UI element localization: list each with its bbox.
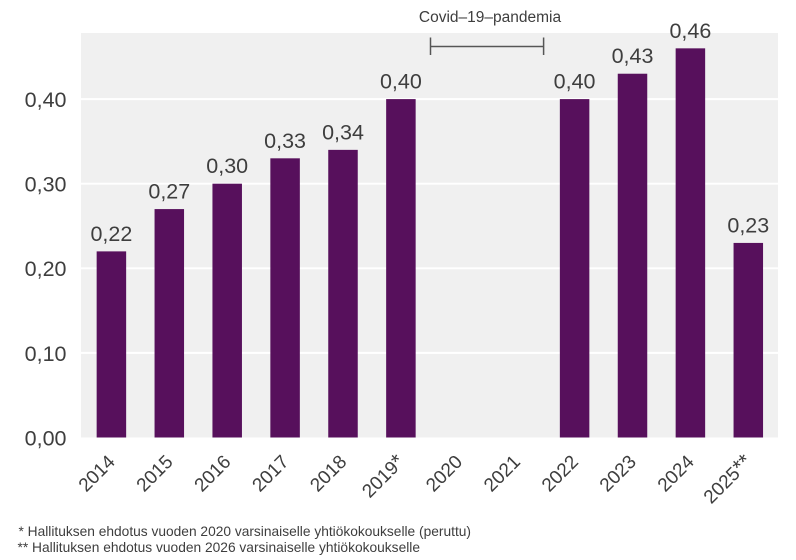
svg-text:2014: 2014 <box>75 451 120 496</box>
svg-text:0,40: 0,40 <box>25 88 67 112</box>
svg-text:Covid–19–pandemia: Covid–19–pandemia <box>419 9 562 26</box>
svg-text:0,34: 0,34 <box>322 120 364 144</box>
svg-text:* Hallituksen ehdotus vuoden 2: * Hallituksen ehdotus vuoden 2020 varsin… <box>19 523 472 539</box>
svg-text:0,30: 0,30 <box>25 173 67 197</box>
svg-text:2025**: 2025** <box>698 449 757 508</box>
svg-text:0,33: 0,33 <box>264 129 306 153</box>
svg-text:0,27: 0,27 <box>148 180 190 204</box>
svg-text:2021: 2021 <box>480 452 525 497</box>
svg-text:0,22: 0,22 <box>90 222 132 246</box>
svg-text:2018: 2018 <box>306 452 351 497</box>
svg-text:0,40: 0,40 <box>380 70 422 94</box>
svg-text:0,30: 0,30 <box>206 154 248 178</box>
svg-text:0,43: 0,43 <box>612 44 654 68</box>
svg-text:0,00: 0,00 <box>25 426 67 450</box>
svg-text:2019*: 2019* <box>356 449 409 502</box>
svg-text:2016: 2016 <box>191 452 236 497</box>
svg-text:2022: 2022 <box>538 452 583 497</box>
svg-text:2017: 2017 <box>249 452 294 497</box>
svg-text:0,20: 0,20 <box>25 257 67 281</box>
svg-text:0,40: 0,40 <box>554 70 596 94</box>
svg-text:2020: 2020 <box>422 452 467 497</box>
svg-text:0,23: 0,23 <box>727 213 769 237</box>
svg-text:0,46: 0,46 <box>669 19 711 43</box>
svg-text:2024: 2024 <box>654 451 699 496</box>
svg-text:0,10: 0,10 <box>25 342 67 366</box>
svg-text:2015: 2015 <box>133 452 178 497</box>
svg-text:** Hallituksen ehdotus vuoden: ** Hallituksen ehdotus vuoden 2026 varsi… <box>18 539 421 555</box>
svg-text:2023: 2023 <box>596 452 641 497</box>
